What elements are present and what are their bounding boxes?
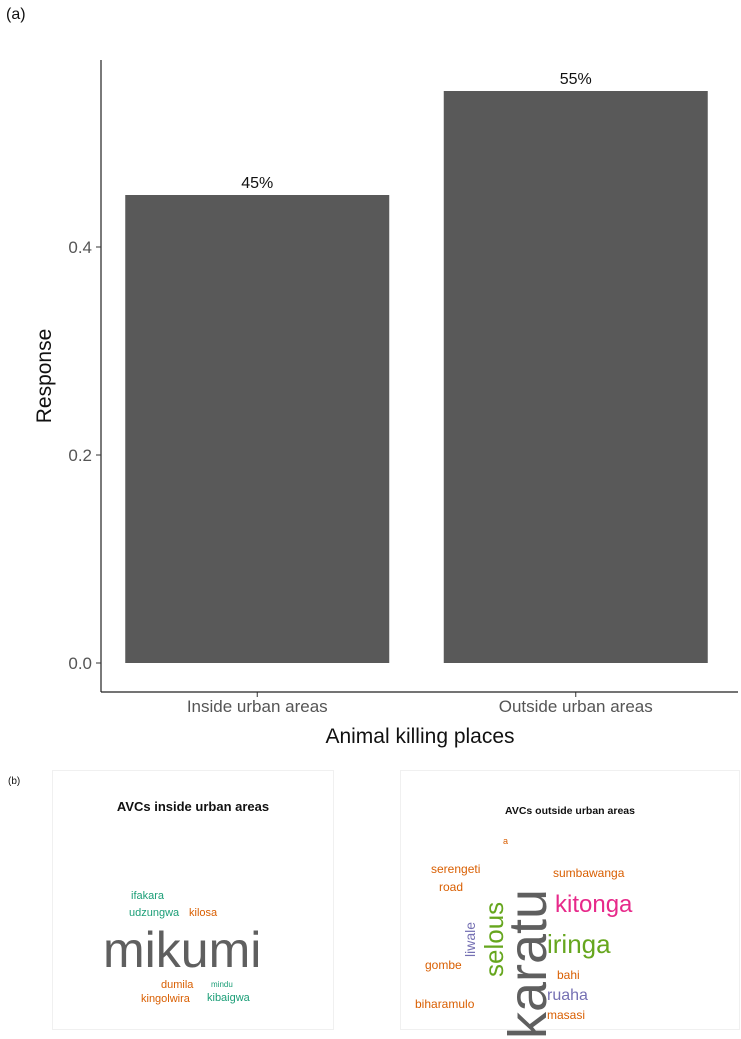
- y-tick-label: 0.4: [68, 238, 92, 257]
- x-axis-title: Animal killing places: [325, 725, 514, 748]
- word-kilosa: kilosa: [189, 907, 218, 919]
- y-tick-label: 0.2: [68, 446, 92, 465]
- axes-layer: Inside urban areas Outside urban areas 0.0…: [33, 60, 738, 748]
- y-tick-label: 0.0: [68, 654, 92, 673]
- x-tick-label: Outside urban areas: [499, 697, 653, 716]
- wordcloud-inside: AVCs inside urban areas ifakara udzungwa…: [52, 770, 334, 1030]
- word-iringa: iringa: [547, 929, 611, 959]
- word-mindu: mindu: [211, 980, 233, 989]
- word-kingolwira: kingolwira: [141, 993, 190, 1005]
- word-gombe: gombe: [425, 958, 462, 972]
- word-mikumi: mikumi: [103, 922, 262, 978]
- word-kibaigwa: kibaigwa: [207, 992, 250, 1004]
- data-label: 45%: [241, 175, 273, 192]
- wordcloud-outside: AVCs outside urban areas a serengeti roa…: [400, 770, 740, 1039]
- word-bahi: bahi: [557, 968, 580, 982]
- word-ruaha: ruaha: [547, 987, 588, 1004]
- data-labels-layer: 45% 55%: [241, 71, 592, 192]
- panel-b-label: (b): [8, 776, 21, 787]
- word-a: a: [503, 836, 509, 846]
- bar-outside-urban-areas: [443, 91, 708, 663]
- word-masasi: masasi: [547, 1008, 586, 1022]
- wordcloud-outside-title: AVCs outside urban areas: [505, 805, 635, 817]
- word-liwale: liwale: [462, 921, 478, 957]
- word-kitonga: kitonga: [555, 891, 633, 918]
- bar-chart: 45% 55% Inside urban areas Outside urban a…: [33, 60, 738, 748]
- word-sumbawanga: sumbawanga: [553, 866, 625, 880]
- word-biharamulo: biharamulo: [415, 997, 475, 1011]
- x-tick-label: Inside urban areas: [187, 697, 328, 716]
- word-dumila: dumila: [161, 979, 194, 991]
- word-udzungwa: udzungwa: [129, 907, 180, 919]
- data-label: 55%: [560, 71, 592, 88]
- word-serengeti: serengeti: [431, 862, 481, 876]
- bars-layer: [125, 91, 708, 663]
- word-road: road: [439, 880, 464, 894]
- panel-a-label: (a): [6, 6, 26, 23]
- bar-inside-urban-areas: [125, 195, 390, 663]
- wordcloud-inside-title: AVCs inside urban areas: [116, 799, 270, 814]
- y-axis-title: Response: [33, 329, 56, 424]
- word-ifakara: ifakara: [131, 890, 165, 902]
